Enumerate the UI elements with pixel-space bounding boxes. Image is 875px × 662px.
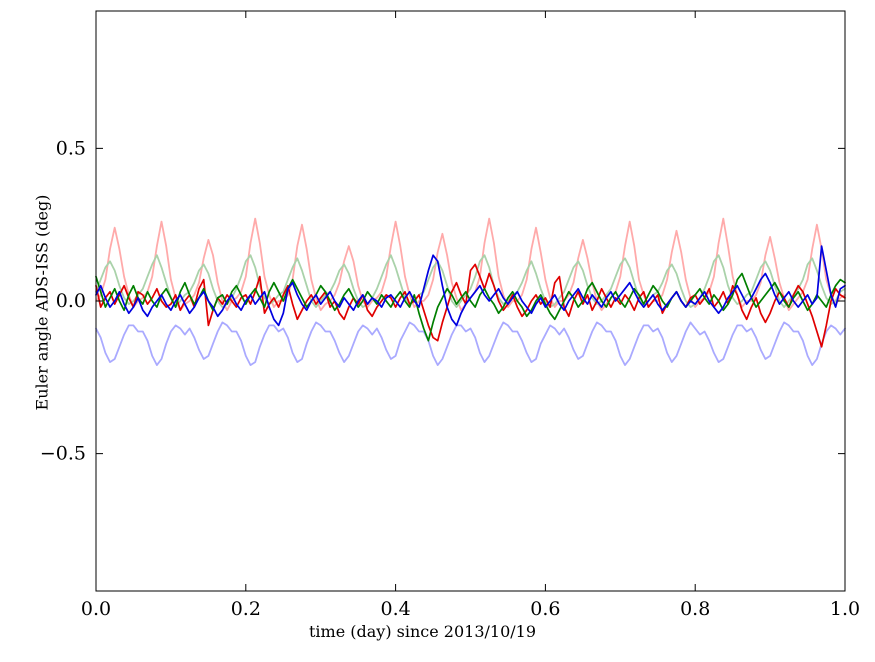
series-pale-green-orbital [95,254,846,309]
y-tick-label: 0.5 [56,137,86,159]
series-green-euler [95,272,846,342]
series-blue-euler [95,245,846,327]
x-tick-label: 0.6 [530,598,560,620]
series-pale-blue-orbital [95,321,846,367]
y-axis-label: Euler angle ADS-ISS (deg) [32,194,52,411]
y-tick-label: −0.5 [40,443,86,465]
x-tick-label: 0.8 [680,598,710,620]
x-tick-label: 1.0 [830,598,860,620]
x-tick-label: 0.0 [81,598,111,620]
y-tick-label: 0.0 [56,290,86,312]
x-axis-label: time (day) since 2013/10/19 [308,622,537,641]
x-tick-label: 0.4 [380,598,410,620]
series-red-euler [95,263,846,348]
x-tick-label: 0.2 [231,598,261,620]
